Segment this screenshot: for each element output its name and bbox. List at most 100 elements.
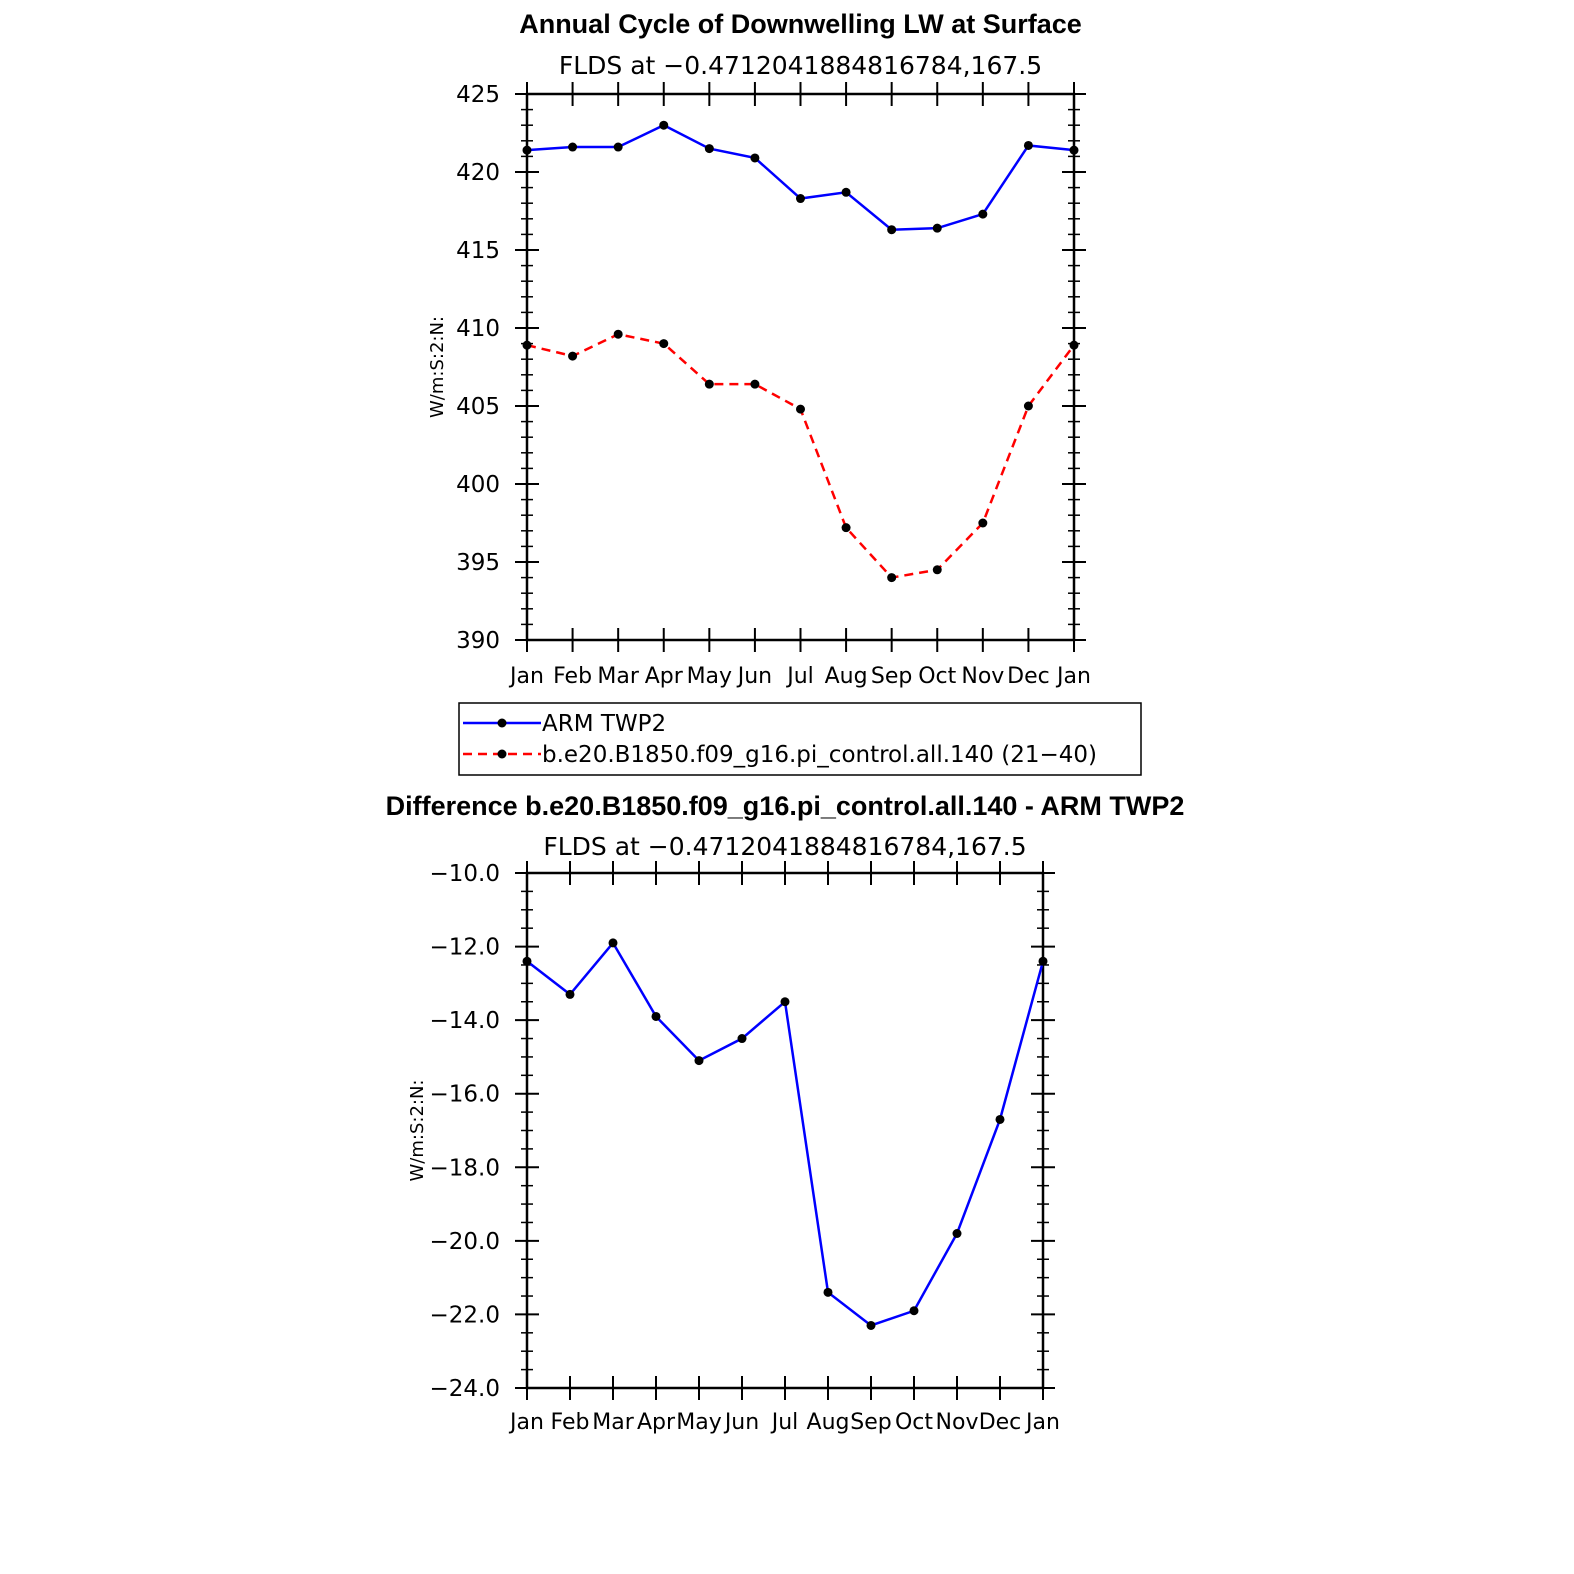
data-point <box>841 187 851 197</box>
data-point <box>694 1056 704 1066</box>
data-point <box>704 144 714 154</box>
x-tick-label: Apr <box>637 1410 676 1435</box>
x-tick-label: Sep <box>871 664 912 689</box>
data-point <box>823 1287 833 1297</box>
y-tick-label: 405 <box>456 394 500 420</box>
x-tick-label: Jan <box>508 1410 544 1435</box>
data-point <box>568 142 578 152</box>
data-point <box>780 997 790 1007</box>
legend-marker <box>497 718 507 728</box>
data-point <box>568 351 578 361</box>
y-tick-label: −24.0 <box>430 1376 500 1402</box>
chart-1: Annual Cycle of Downwelling LW at Surfac… <box>427 9 1142 776</box>
x-tick-label: Feb <box>553 664 592 689</box>
data-point <box>978 209 988 219</box>
data-point <box>613 142 623 152</box>
y-tick-label: 425 <box>456 82 500 108</box>
x-tick-label: Jan <box>1055 664 1091 689</box>
data-point <box>978 518 988 528</box>
data-point <box>659 339 669 349</box>
data-point <box>522 340 532 350</box>
y-tick-label: 390 <box>456 628 500 654</box>
data-point <box>952 1229 962 1238</box>
y-tick-label: 410 <box>456 316 500 342</box>
data-point <box>796 194 805 204</box>
data-point <box>522 956 532 966</box>
data-point <box>1069 340 1079 350</box>
data-point <box>651 1011 661 1021</box>
x-tick-label: Aug <box>807 1410 850 1435</box>
plot-frame <box>525 871 1045 1390</box>
x-tick-label: Nov <box>936 1410 979 1435</box>
data-point <box>704 379 714 389</box>
legend-box <box>458 702 1142 776</box>
x-tick-label: Feb <box>551 1410 590 1435</box>
series-line-2 <box>526 332 1076 579</box>
data-point <box>522 145 532 155</box>
y-tick-label: −16.0 <box>430 1082 500 1108</box>
chart-title: Annual Cycle of Downwelling LW at Surfac… <box>519 9 1082 39</box>
y-tick-label: 395 <box>456 550 500 576</box>
chart-subtitle: FLDS at −0.4712041884816784,167.5 <box>559 51 1042 80</box>
chart-title: Difference b.e20.B1850.f09_g16.pi_contro… <box>386 791 1185 821</box>
data-point <box>1023 401 1033 411</box>
x-tick-label: Mar <box>592 1410 634 1435</box>
y-tick-label: −18.0 <box>430 1155 500 1181</box>
y-axis-label: W/m:S:2:N: <box>427 316 448 418</box>
x-tick-label: Dec <box>979 1410 1022 1435</box>
data-point <box>1023 140 1033 150</box>
x-tick-label: Jun <box>723 1410 759 1435</box>
y-tick-label: 420 <box>456 160 500 186</box>
y-tick-label: −14.0 <box>430 1008 500 1034</box>
x-tick-label: May <box>676 1410 721 1435</box>
y-tick-label: 400 <box>456 472 500 498</box>
data-point <box>737 1034 747 1044</box>
x-tick-label: Jan <box>508 664 544 689</box>
y-tick-label: 415 <box>456 238 500 264</box>
x-tick-label: Mar <box>597 664 639 689</box>
x-tick-label: Jan <box>1024 1410 1060 1435</box>
legend: ARM TWP2 b.e20.B1850.f09_g16.pi_control.a… <box>458 702 1142 776</box>
data-point <box>866 1320 876 1330</box>
chart-2: Difference b.e20.B1850.f09_g16.pi_contro… <box>386 791 1185 1435</box>
data-point <box>995 1114 1005 1124</box>
y-tick-label: −22.0 <box>430 1302 500 1328</box>
data-point <box>750 379 760 389</box>
data-point <box>909 1306 919 1316</box>
data-point <box>1038 956 1048 966</box>
data-point <box>932 565 942 575</box>
x-tick-label: Apr <box>645 664 684 689</box>
x-tick-label: Jul <box>785 664 814 689</box>
x-tick-label: Dec <box>1007 664 1050 689</box>
x-tick-label: Jun <box>736 664 772 689</box>
x-tick-label: Oct <box>918 664 956 689</box>
x-tick-label: May <box>687 664 732 689</box>
series-line-1 <box>526 123 1075 231</box>
data-point <box>1069 145 1079 155</box>
y-tick-label: −12.0 <box>430 935 500 961</box>
x-tick-label: Aug <box>825 664 868 689</box>
legend-marker <box>497 749 507 759</box>
data-point <box>841 523 851 533</box>
legend-label-2: b.e20.B1850.f09_g16.pi_control.all.140 (… <box>542 742 1097 768</box>
data-point <box>608 938 618 948</box>
data-point <box>750 153 760 163</box>
chart-subtitle: FLDS at −0.4712041884816784,167.5 <box>543 832 1026 861</box>
data-point <box>932 223 942 233</box>
data-point <box>887 225 897 235</box>
y-tick-label: −20.0 <box>430 1229 500 1255</box>
x-tick-label: Nov <box>961 664 1004 689</box>
x-tick-label: Jul <box>770 1410 799 1435</box>
data-point <box>659 120 669 130</box>
x-tick-label: Oct <box>895 1410 933 1435</box>
y-tick-label: −10.0 <box>430 861 500 887</box>
plot-frame <box>525 92 1076 642</box>
data-point <box>613 329 623 339</box>
x-tick-label: Sep <box>850 1410 891 1435</box>
data-point <box>887 573 897 583</box>
legend-label-1: ARM TWP2 <box>542 711 666 737</box>
y-axis-label: W/m:S:2:N: <box>407 1080 428 1182</box>
data-point <box>796 404 805 414</box>
data-point <box>565 989 575 999</box>
